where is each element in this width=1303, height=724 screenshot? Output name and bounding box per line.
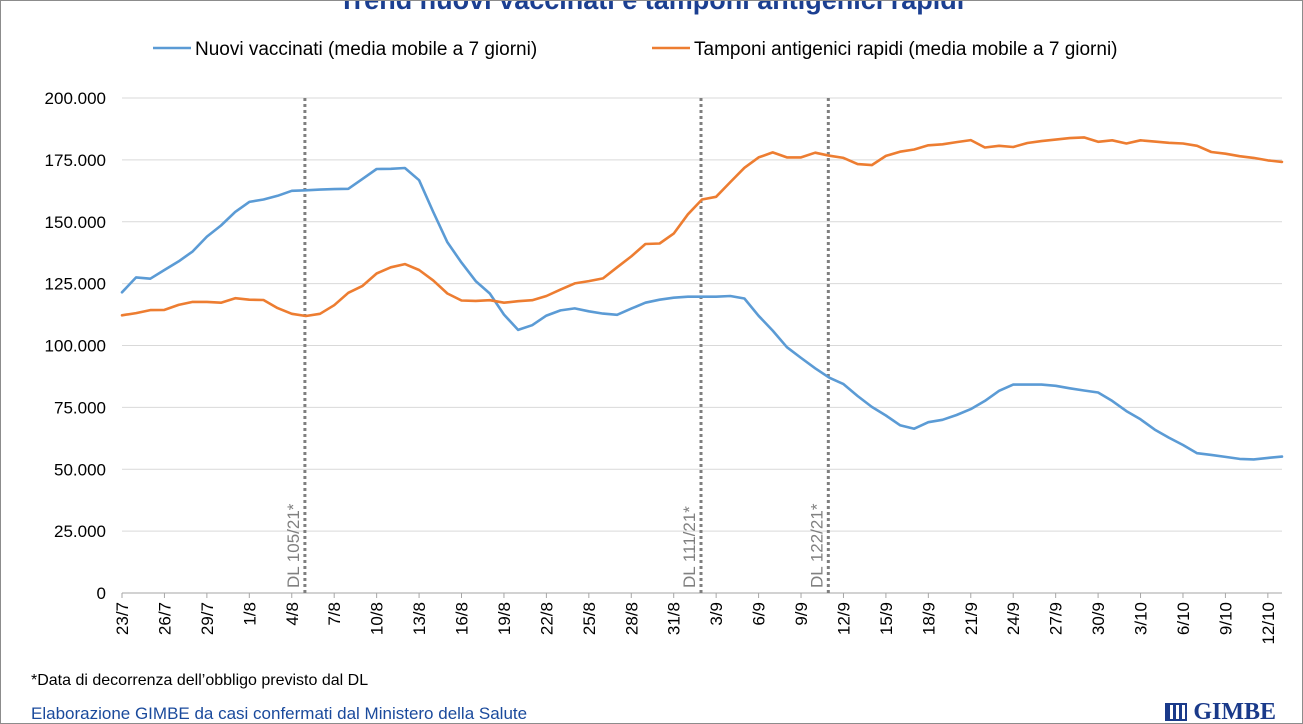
x-tick-label: 1/8 <box>240 602 259 626</box>
x-tick-label: 16/8 <box>453 602 472 635</box>
y-tick-label: 100.000 <box>45 337 106 356</box>
y-tick-label: 175.000 <box>45 151 106 170</box>
x-tick-label: 3/10 <box>1132 602 1151 635</box>
x-tick-label: 23/7 <box>113 602 132 635</box>
x-tick-label: 18/9 <box>919 602 938 635</box>
series-line-nuovi-vaccinati <box>120 166 1284 461</box>
x-tick-label: 25/8 <box>580 602 599 635</box>
x-tick-label: 4/8 <box>283 602 302 626</box>
x-tick-label: 15/9 <box>877 602 896 635</box>
legend-label: Nuovi vaccinati (media mobile a 7 giorni… <box>195 39 537 60</box>
y-tick-label: 25.000 <box>54 522 106 541</box>
decree-marker-label: DL 105/21* <box>284 503 303 588</box>
y-tick-label: 75.000 <box>54 398 106 417</box>
x-tick-label: 7/8 <box>325 602 344 626</box>
chart-title: Trend nuovi vaccinati e tamponi antigeni… <box>338 0 965 15</box>
x-tick-label: 26/7 <box>155 602 174 635</box>
y-tick-label: 50.000 <box>54 460 106 479</box>
x-tick-label: 28/8 <box>622 602 641 635</box>
y-tick-label: 200.000 <box>45 89 106 108</box>
x-tick-label: 13/8 <box>410 602 429 635</box>
brand-name: GIMBE <box>1193 699 1276 724</box>
x-tick-label: 10/8 <box>368 602 387 635</box>
x-tick-label: 31/8 <box>665 602 684 635</box>
decree-marker-label: DL 111/21* <box>680 506 699 588</box>
footnote: *Data di decorrenza dell’obbligo previst… <box>31 672 369 689</box>
x-tick-label: 30/9 <box>1089 602 1108 635</box>
x-tick-label: 6/9 <box>750 602 769 626</box>
x-tick-label: 29/7 <box>198 602 217 635</box>
x-tick-label: 24/9 <box>1004 602 1023 635</box>
x-tick-label: 12/10 <box>1259 602 1278 645</box>
brand-logo: GIMBE <box>1165 699 1276 724</box>
source-note: Elaborazione GIMBE da casi confermati da… <box>31 704 528 723</box>
x-tick-label: 19/8 <box>495 602 514 635</box>
series-line-tamponi-antigenici <box>120 136 1284 318</box>
decree-marker-label: DL 122/21* <box>807 503 826 588</box>
x-tick-label: 9/10 <box>1216 602 1235 635</box>
x-tick-label: 9/9 <box>792 602 811 626</box>
y-tick-label: 150.000 <box>45 213 106 232</box>
y-tick-label: 125.000 <box>45 275 106 294</box>
line-chart: 0 25.000 50.000 75.000 100.000 125.000 150.000… <box>45 39 1284 645</box>
x-tick-label: 6/10 <box>1174 602 1193 635</box>
x-tick-label: 27/9 <box>1047 602 1066 635</box>
y-tick-label: 0 <box>97 584 106 603</box>
legend-label: Tamponi antigenici rapidi (media mobile … <box>694 39 1118 60</box>
x-tick-label: 12/9 <box>834 602 853 635</box>
gimbe-logo-icon <box>1165 703 1188 721</box>
x-tick-label: 3/9 <box>707 602 726 626</box>
x-tick-label: 21/9 <box>962 602 981 635</box>
x-tick-label: 22/8 <box>537 602 556 635</box>
